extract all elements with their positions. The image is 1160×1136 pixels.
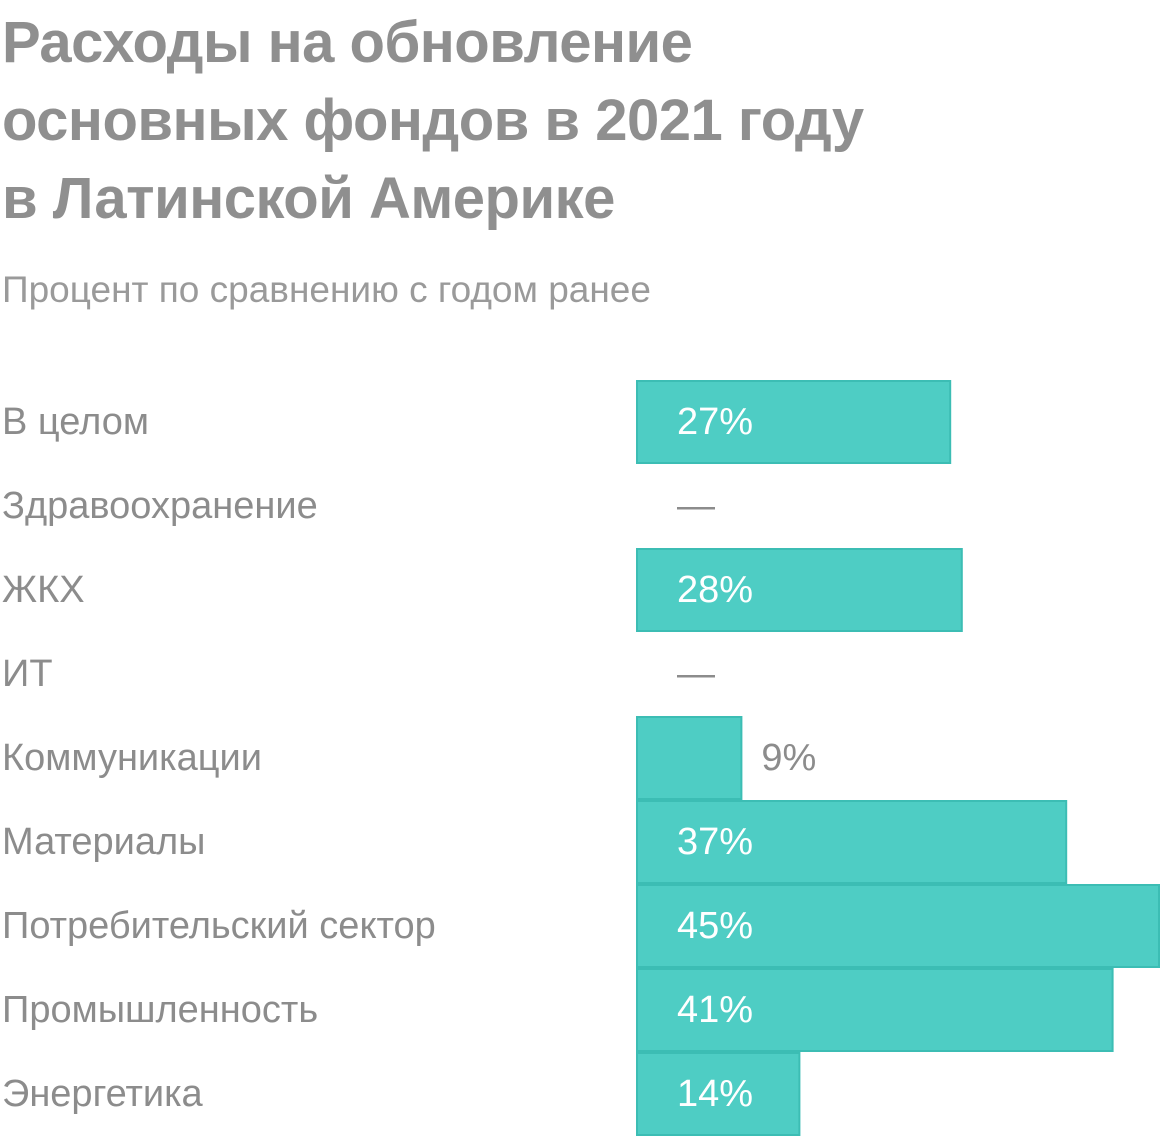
missing-value-label: — (677, 485, 715, 527)
bar (636, 968, 1114, 1052)
category-label: Потребительский сектор (2, 905, 436, 947)
bar-row: Коммуникации 9% (2, 716, 816, 800)
bar-row: Потребительский сектор 45% (2, 884, 1160, 968)
bar (636, 1052, 801, 1136)
value-label: 41% (677, 989, 753, 1031)
bar (636, 884, 1160, 968)
bar (636, 716, 743, 800)
category-label: ИТ (2, 653, 53, 695)
category-label: Промышленность (2, 989, 318, 1031)
category-label: Здравоохранение (2, 485, 318, 527)
bar-row: Промышленность 41% (2, 968, 1114, 1052)
bar-row: ИТ — (2, 653, 715, 695)
bar-row: В целом 27% (2, 380, 952, 464)
missing-value-label: — (677, 653, 715, 695)
value-label: 28% (677, 569, 753, 611)
bar-row: ЖКХ 28% (2, 548, 963, 632)
category-label: В целом (2, 401, 149, 443)
category-label: ЖКХ (2, 569, 85, 611)
value-label: 37% (677, 821, 753, 863)
bar-row: Энергетика 14% (2, 1052, 801, 1136)
bar (636, 380, 952, 464)
value-label: 14% (677, 1073, 753, 1115)
bar (636, 800, 1068, 884)
value-label: 27% (677, 401, 753, 443)
bar (636, 548, 963, 632)
category-label: Материалы (2, 821, 205, 863)
bar-row: Здравоохранение — (2, 485, 715, 527)
category-label: Энергетика (2, 1073, 204, 1115)
chart-title: Расходы на обновление основных фондов в … (2, 10, 864, 231)
value-label: 9% (761, 737, 816, 779)
value-label: 45% (677, 905, 753, 947)
bar-row: Материалы 37% (2, 800, 1068, 884)
category-label: Коммуникации (2, 737, 262, 779)
chart-subtitle: Процент по сравнению с годом ранее (2, 269, 651, 310)
